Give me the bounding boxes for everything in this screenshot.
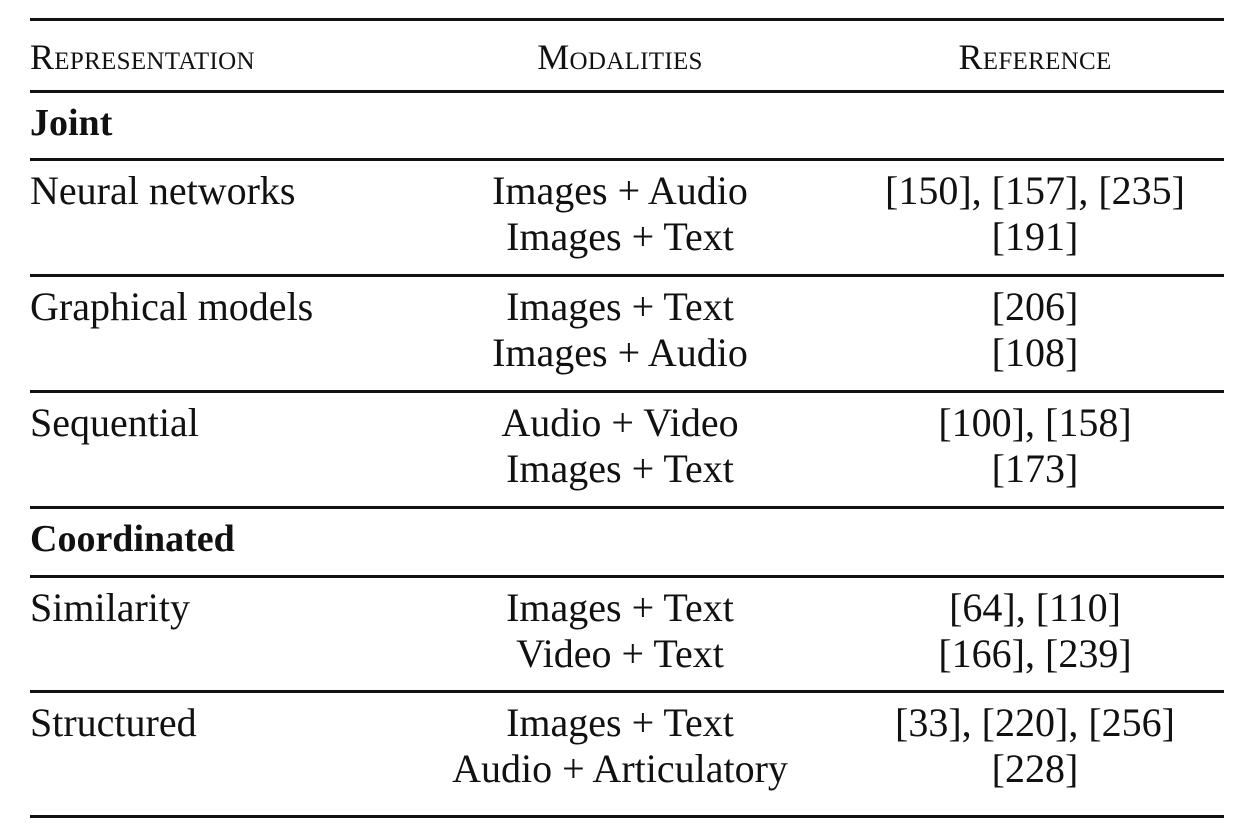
group-label-joint: Joint: [30, 102, 113, 144]
modality-line: Video + Text: [516, 631, 724, 676]
row-representation: Neural networks: [30, 168, 296, 213]
row-modalities: Images + Text Video + Text: [420, 585, 820, 677]
row-rule-2: [30, 390, 1224, 393]
reference-line: [108]: [991, 330, 1079, 375]
row-representation: Graphical models: [30, 284, 314, 329]
row-references: [150], [157], [235] [191]: [835, 168, 1235, 260]
row-rule-4: [30, 690, 1224, 693]
row-modalities: Images + Audio Images + Text: [420, 168, 820, 260]
header-reference: Reference: [958, 37, 1112, 77]
row-rule-1: [30, 274, 1224, 277]
row-references: [100], [158] [173]: [835, 400, 1235, 492]
reference-line: [64], [110]: [949, 585, 1121, 630]
modality-line: Images + Text: [506, 700, 734, 745]
modality-line: Images + Text: [506, 214, 734, 259]
reference-line: [173]: [991, 446, 1079, 491]
group-label-coordinated: Coordinated: [30, 518, 235, 560]
modality-line: Images + Audio: [492, 168, 748, 213]
reference-line: [150], [157], [235]: [885, 168, 1185, 213]
table-top-rule: [30, 18, 1224, 21]
header-modalities: Modalities: [537, 37, 703, 77]
row-representation: Similarity: [30, 585, 190, 630]
reference-line: [191]: [991, 214, 1079, 259]
table-bottom-rule: [30, 815, 1224, 818]
reference-line: [166], [239]: [938, 631, 1132, 676]
reference-line: [100], [158]: [938, 400, 1132, 445]
header-representation: Representation: [30, 37, 255, 77]
group-coordinated-rule: [30, 575, 1224, 578]
modality-line: Audio + Video: [501, 400, 739, 445]
modality-line: Images + Text: [506, 585, 734, 630]
reference-line: [228]: [991, 746, 1079, 791]
modality-line: Images + Audio: [492, 330, 748, 375]
row-references: [206] [108]: [835, 284, 1235, 376]
row-representation: Structured: [30, 700, 197, 745]
reference-line: [206]: [991, 284, 1079, 329]
modality-line: Images + Text: [506, 446, 734, 491]
row-references: [33], [220], [256] [228]: [835, 700, 1235, 792]
modality-line: Audio + Articulatory: [452, 746, 788, 791]
row-modalities: Audio + Video Images + Text: [420, 400, 820, 492]
reference-line: [33], [220], [256]: [895, 700, 1175, 745]
row-representation: Sequential: [30, 400, 199, 445]
row-references: [64], [110] [166], [239]: [835, 585, 1235, 677]
modality-line: Images + Text: [506, 284, 734, 329]
row-rule-3: [30, 506, 1224, 509]
header-bottom-rule: [30, 90, 1224, 93]
row-modalities: Images + Text Audio + Articulatory: [420, 700, 820, 792]
group-joint-rule: [30, 158, 1224, 161]
row-modalities: Images + Text Images + Audio: [420, 284, 820, 376]
